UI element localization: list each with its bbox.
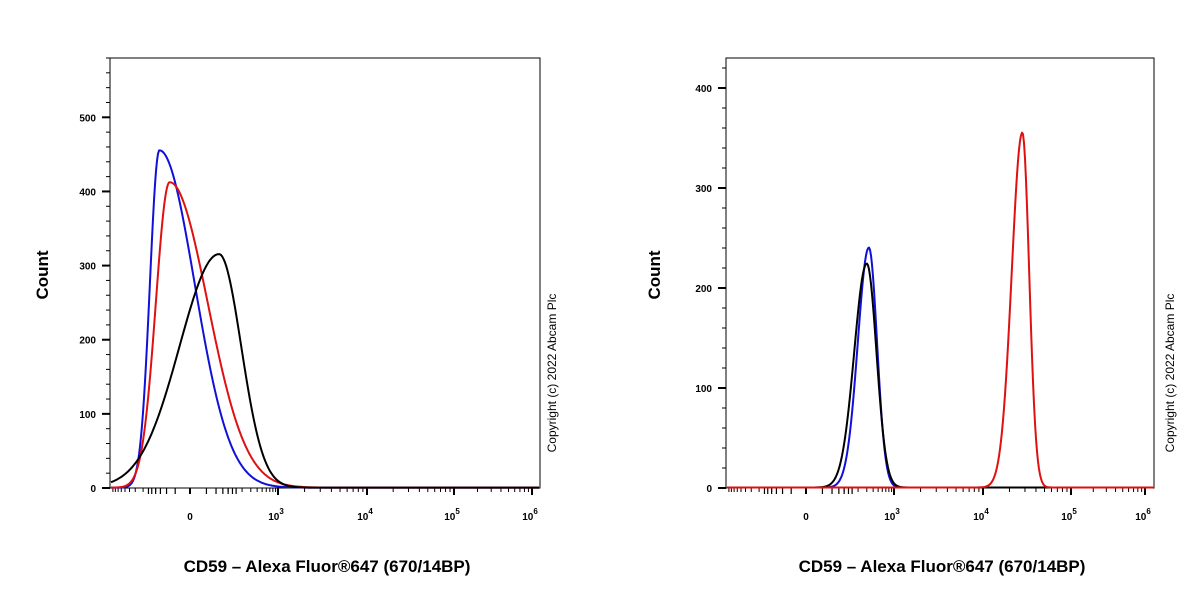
histogram-series-0 [727, 246, 1153, 489]
x-tick-label: 105 [1061, 507, 1077, 523]
histogram-series-2 [110, 253, 539, 489]
x-tick-label: 106 [522, 507, 538, 523]
y-tick-label: 500 [79, 113, 96, 124]
x-tick-label: 104 [357, 507, 373, 523]
y-tick-label: 300 [695, 184, 712, 195]
y-axis-title: Count [645, 250, 664, 299]
x-axis-title: CD59 – Alexa Fluor®647 (670/14BP) [799, 557, 1086, 576]
x-tick-label: 103 [268, 507, 284, 523]
y-tick-label: 400 [695, 84, 712, 95]
plot-frame [109, 57, 541, 489]
x-tick-label: 104 [973, 507, 989, 523]
x-tick-label: 106 [1135, 507, 1151, 523]
x-tick-label: 0 [803, 512, 809, 523]
y-tick-label: 300 [79, 262, 96, 273]
x-axis-ticks [728, 488, 1146, 495]
histogram-panel-right: 0 100 200 300 400 0 103 104 105 106 CD59 – Alexa F… [645, 57, 1177, 576]
y-tick-label: 100 [79, 410, 96, 421]
histogram-series-0 [111, 149, 539, 489]
copyright-notice: Copyright (c) 2022 Abcam Plc [545, 294, 559, 453]
x-tick-label: 105 [444, 507, 460, 523]
y-tick-label: 0 [90, 484, 96, 495]
histogram-panel-left: 0 100 200 300 400 500 0 103 104 105 106 CD59 – Alex… [33, 57, 559, 576]
y-tick-label: 200 [79, 336, 96, 347]
y-tick-label: 100 [695, 384, 712, 395]
x-tick-label: 0 [187, 512, 193, 523]
histogram-series-1 [111, 181, 539, 489]
y-tick-label: 200 [695, 284, 712, 295]
y-tick-label: 0 [706, 484, 712, 495]
y-axis-title: Count [33, 250, 52, 299]
x-tick-label: 103 [884, 507, 900, 523]
x-axis-ticks [112, 488, 533, 495]
y-tick-label: 400 [79, 187, 96, 198]
histogram-series-1 [727, 262, 1153, 489]
plot-frame [725, 57, 1155, 489]
histogram-series-2 [727, 131, 1153, 489]
x-axis-title: CD59 – Alexa Fluor®647 (670/14BP) [184, 557, 471, 576]
copyright-notice: Copyright (c) 2022 Abcam Plc [1163, 294, 1177, 453]
